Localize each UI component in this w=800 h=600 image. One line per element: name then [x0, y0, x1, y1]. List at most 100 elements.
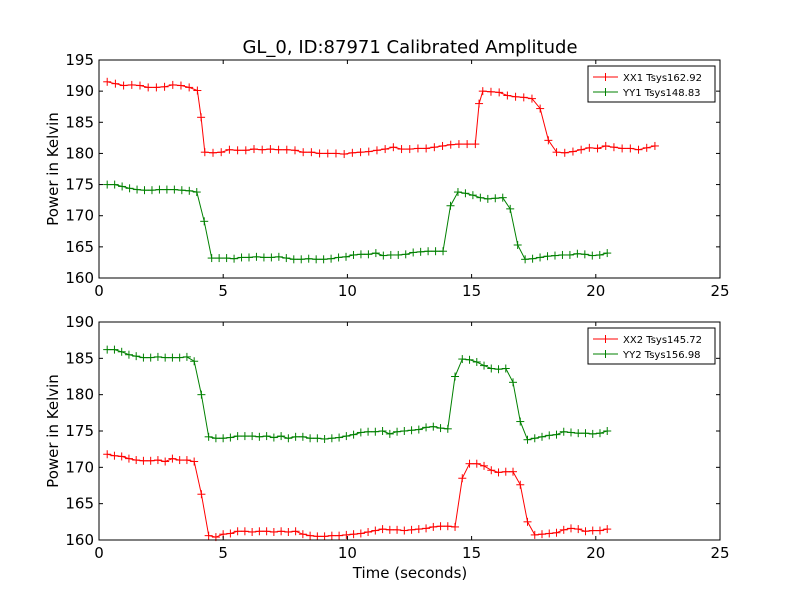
bottom-point-yy2-65: [574, 429, 583, 438]
top-x-tick-label-0: 0: [94, 282, 104, 300]
top-point-yy1-60: [550, 251, 559, 260]
top-point-xx1-65: [618, 144, 627, 153]
top-point-yy1-4: [133, 185, 142, 194]
top-point-xx1-1: [111, 79, 120, 88]
top-y-tick-label-195: 195: [65, 51, 94, 69]
bottom-point-yy2-20: [248, 432, 257, 441]
top-x-tick-label-10: 10: [338, 282, 357, 300]
top-point-yy1-50: [476, 193, 485, 202]
bottom-point-yy2-59: [530, 434, 539, 443]
bottom-point-yy2-56: [509, 378, 518, 387]
top-point-yy1-28: [312, 255, 321, 264]
bottom-point-yy2-63: [559, 427, 568, 436]
top-point-xx1-23: [282, 145, 291, 154]
bottom-point-yy2-22: [262, 432, 271, 441]
top-point-yy1-55: [513, 240, 522, 249]
bottom-point-xx2-37: [371, 526, 380, 535]
top-point-xx1-45: [463, 140, 472, 149]
top-point-xx1-20: [258, 145, 267, 154]
bottom-point-xx2-46: [436, 522, 445, 531]
bottom-point-yy2-7: [153, 352, 162, 361]
top-point-xx1-4: [135, 81, 144, 90]
top-point-xx1-18: [241, 146, 250, 155]
bottom-point-yy2-53: [487, 364, 496, 373]
top-point-yy1-14: [207, 254, 216, 263]
bottom-point-xx2-47: [443, 522, 452, 531]
x-axis-label: Time (seconds): [352, 564, 468, 582]
top-point-xx1-34: [372, 146, 381, 155]
bottom-legend-box: [587, 327, 716, 365]
top-point-xx1-54: [527, 94, 536, 103]
bottom-point-yy2-51: [472, 357, 481, 366]
top-y-tick-label-190: 190: [65, 82, 94, 100]
bottom-point-yy2-62: [552, 430, 561, 439]
bottom-point-xx2-19: [240, 527, 249, 536]
bottom-point-xx2-55: [501, 467, 510, 476]
top-point-xx1-57: [552, 148, 561, 157]
bottom-y-tick-label-160: 160: [65, 531, 94, 549]
top-point-yy1-47: [453, 188, 462, 197]
top-point-yy1-40: [401, 250, 410, 259]
top-point-yy1-29: [319, 255, 328, 264]
bottom-point-yy2-1: [110, 345, 119, 354]
top-point-yy1-9: [170, 185, 179, 194]
top-point-xx1-9: [176, 81, 185, 90]
bottom-point-yy2-30: [320, 434, 329, 443]
top-point-yy1-65: [588, 251, 597, 260]
bottom-point-xx2-23: [269, 528, 278, 537]
top-point-xx1-68: [642, 143, 651, 152]
bottom-point-yy2-36: [364, 427, 373, 436]
chart-title: GL_0, ID:87971 Calibrated Amplitude: [242, 37, 577, 58]
top-point-xx1-14: [209, 148, 218, 157]
top-point-xx1-2: [119, 81, 128, 90]
bottom-point-yy2-39: [385, 429, 394, 438]
bottom-point-xx2-57: [516, 480, 525, 489]
bottom-point-xx2-6: [146, 456, 155, 465]
top-point-yy1-27: [304, 254, 313, 263]
bottom-point-yy2-12: [190, 357, 199, 366]
top-point-xx1-25: [299, 148, 308, 157]
top-point-xx1-66: [626, 144, 635, 153]
bottom-point-xx2-42: [407, 525, 416, 534]
top-point-yy1-58: [536, 253, 545, 262]
top-point-xx1-15: [217, 148, 226, 157]
bottom-point-xx2-64: [566, 524, 575, 533]
bottom-point-xx2-2: [117, 452, 126, 461]
top-point-xx1-53: [519, 93, 528, 102]
top-point-xx1-62: [593, 144, 602, 153]
top-point-xx1-58: [560, 148, 569, 157]
top-point-yy1-3: [125, 184, 134, 193]
bottom-point-yy2-35: [356, 428, 365, 437]
bottom-point-xx2-28: [306, 531, 315, 540]
bottom-point-xx2-43: [414, 525, 423, 534]
bottom-point-yy2-60: [538, 432, 547, 441]
top-point-yy1-49: [468, 191, 477, 200]
bottom-point-xx2-53: [487, 466, 496, 475]
top-point-yy1-17: [230, 254, 239, 263]
bottom-point-xx2-44: [422, 524, 431, 533]
top-point-yy1-31: [334, 253, 343, 262]
bottom-ticks-layer: 0 5 10 15 20 25 160 165 170 175 180 185 190: [65, 313, 729, 562]
top-point-yy1-34: [356, 250, 365, 259]
bottom-point-yy2-2: [117, 347, 126, 356]
top-point-yy1-12: [192, 188, 201, 197]
top-point-yy1-24: [282, 254, 291, 263]
bottom-point-yy2-27: [298, 432, 307, 441]
bottom-point-yy2-4: [132, 352, 141, 361]
top-point-yy1-23: [274, 252, 283, 261]
top-point-xx1-26: [307, 148, 316, 157]
top-point-xx1-39: [413, 144, 422, 153]
bottom-x-tick-label-20: 20: [586, 544, 605, 562]
bottom-point-xx2-21: [255, 527, 264, 536]
top-point-xx1-37: [397, 145, 406, 154]
bottom-series-line-yy2: [107, 349, 608, 441]
bottom-point-yy2-14: [204, 432, 213, 441]
bottom-point-xx2-39: [385, 525, 394, 534]
bottom-point-xx2-5: [139, 456, 148, 465]
top-point-xx1-7: [160, 82, 169, 91]
top-point-yy1-66: [595, 250, 604, 259]
bottom-point-xx2-50: [465, 459, 474, 468]
bottom-point-xx2-33: [342, 530, 351, 539]
bottom-point-xx2-24: [277, 527, 286, 536]
top-point-yy1-38: [386, 250, 395, 259]
